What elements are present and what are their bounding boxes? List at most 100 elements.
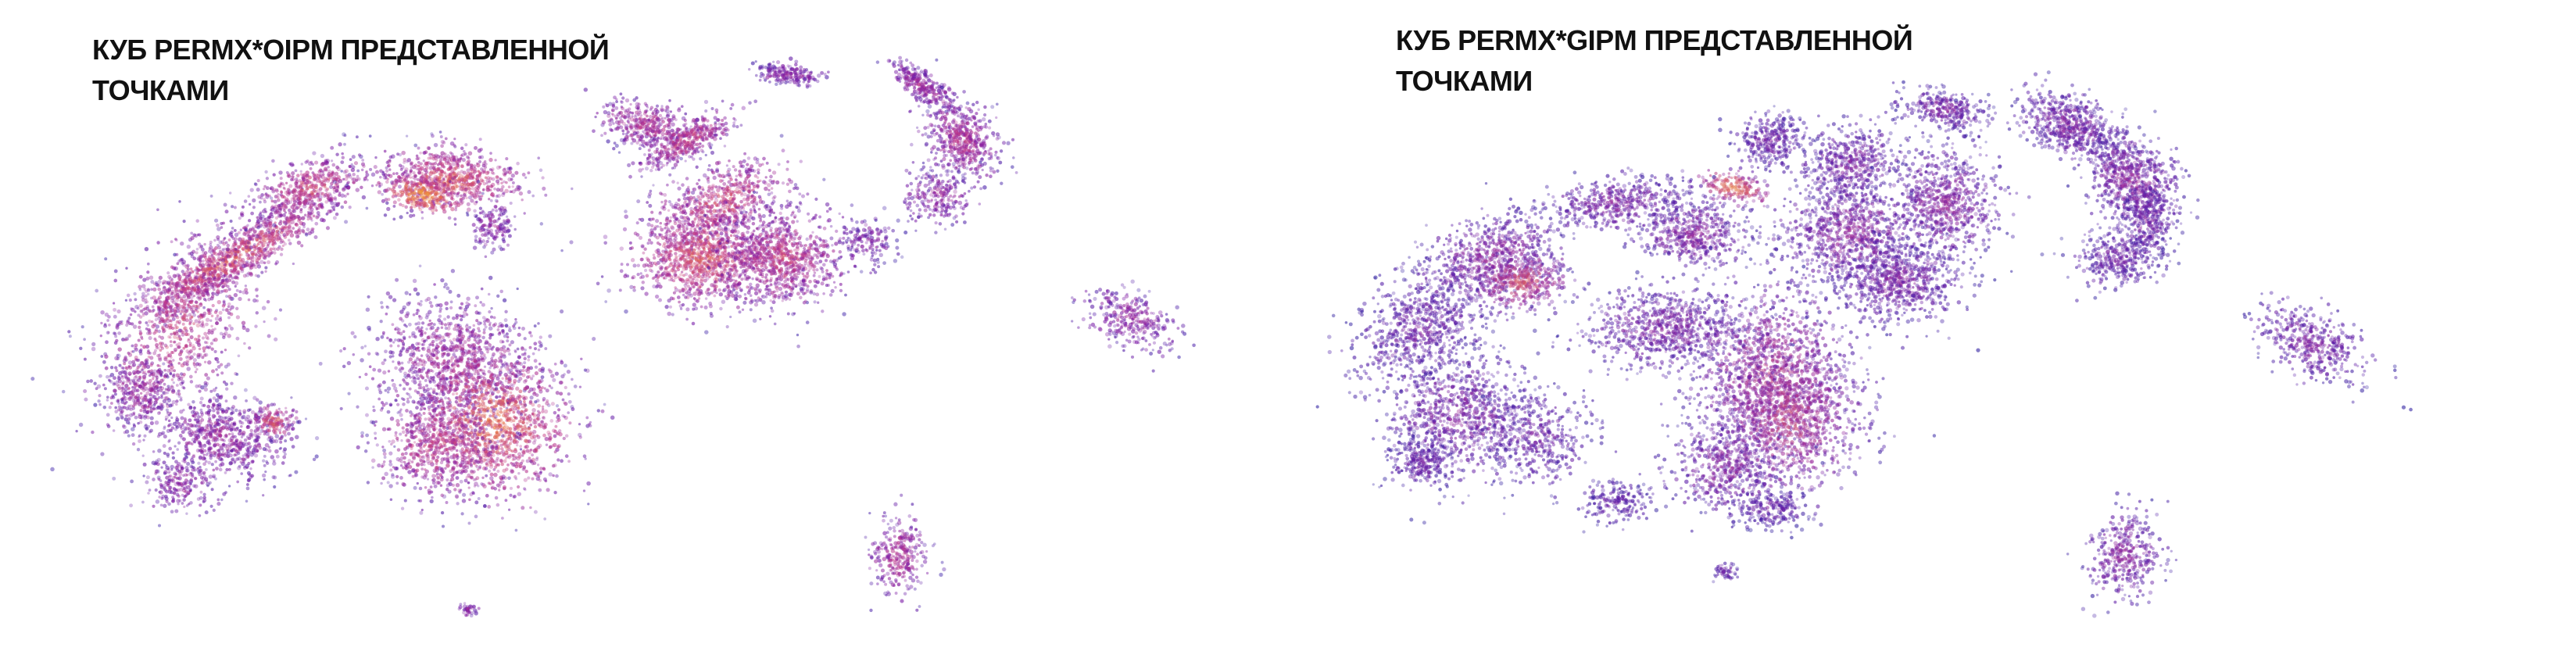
left-point-1927 [199, 315, 204, 320]
left-point-3191 [496, 165, 501, 170]
left-point-3855 [484, 255, 488, 259]
left-point-2240 [120, 376, 125, 380]
left-point-3919 [488, 217, 493, 223]
left-point-2344 [264, 170, 268, 174]
left-point-1684 [156, 377, 159, 381]
left-point-4849 [431, 333, 434, 336]
left-point-1535 [234, 281, 239, 286]
left-point-1791 [191, 344, 195, 348]
left-point-1079 [222, 267, 227, 271]
left-point-266 [260, 250, 265, 254]
left-point-2598 [283, 188, 287, 191]
left-point-3474 [385, 169, 389, 173]
left-point-3946 [474, 234, 478, 238]
left-point-46 [314, 221, 319, 226]
left-point-1275 [186, 367, 191, 371]
left-point-4932 [435, 353, 438, 357]
left-point-968 [294, 230, 299, 234]
left-point-2273 [145, 361, 149, 366]
left-point-4655 [408, 357, 413, 362]
left-point-4672 [450, 356, 455, 360]
left-point-1909 [30, 377, 35, 381]
left-point-898 [257, 253, 262, 258]
left-point-2796 [318, 198, 322, 202]
left-point-4202 [425, 374, 429, 378]
left-point-3761 [425, 185, 429, 189]
left-point-3497 [478, 195, 481, 198]
left-point-1591 [202, 259, 205, 263]
left-point-2420 [368, 134, 372, 138]
left-point-3682 [428, 201, 431, 204]
left-point-3785 [435, 192, 440, 196]
left-point-2459 [301, 222, 306, 227]
left-point-2944 [398, 184, 402, 189]
left-point-1891 [196, 233, 200, 236]
left-point-3749 [399, 180, 402, 183]
left-point-4065 [353, 334, 357, 339]
left-point-1845 [219, 316, 222, 320]
left-point-3374 [411, 175, 416, 180]
left-point-1611 [220, 350, 224, 354]
left-point-4635 [483, 322, 487, 326]
left-point-603 [156, 305, 160, 309]
left-point-1386 [213, 327, 216, 331]
left-point-3499 [416, 177, 420, 181]
left-point-1856 [159, 345, 163, 349]
left-point-3938 [502, 234, 506, 238]
left-point-544 [279, 240, 284, 245]
left-point-2988 [527, 171, 531, 175]
left-point-3913 [478, 218, 482, 222]
left-point-3757 [453, 217, 457, 221]
left-point-3479 [474, 145, 478, 150]
left-point-4609 [352, 353, 356, 356]
left-point-554 [232, 267, 236, 271]
left-point-2040 [96, 384, 102, 389]
left-point-2117 [141, 371, 145, 374]
left-point-283 [242, 231, 246, 236]
left-point-3424 [405, 134, 409, 138]
left-point-2204 [116, 382, 120, 387]
left-point-2595 [352, 173, 356, 177]
left-point-2795 [291, 177, 295, 181]
left-point-1368 [153, 337, 157, 341]
left-point-3056 [381, 192, 384, 196]
left-point-4418 [417, 377, 420, 381]
left-point-3859 [501, 238, 506, 241]
left-point-2730 [320, 162, 325, 167]
left-point-4169 [523, 337, 527, 341]
left-point-3506 [450, 206, 455, 212]
left-point-4371 [450, 269, 456, 274]
left-point-3439 [464, 143, 468, 147]
left-point-1155 [246, 241, 251, 245]
left-point-2220 [144, 424, 148, 427]
left-point-4155 [412, 313, 416, 317]
left-point-1413 [216, 360, 220, 364]
left-point-3768 [396, 192, 401, 198]
left-point-2155 [108, 406, 112, 410]
left-point-3790 [438, 195, 442, 199]
left-point-4779 [477, 327, 481, 331]
left-point-583 [237, 255, 241, 259]
left-point-2006 [131, 363, 135, 367]
left-point-1985 [235, 336, 240, 341]
left-point-3655 [375, 184, 378, 187]
left-point-1486 [175, 315, 180, 320]
left-point-2723 [334, 186, 337, 190]
left-point-2627 [343, 142, 346, 146]
left-point-1663 [142, 277, 147, 282]
left-point-525 [259, 230, 264, 234]
left-point-1605 [193, 364, 198, 369]
left-point-870 [221, 254, 225, 258]
left-point-4459 [431, 343, 435, 347]
left-point-4523 [467, 337, 471, 342]
left-point-328 [300, 216, 306, 221]
left-point-640 [145, 298, 148, 301]
left-point-3799 [429, 206, 433, 210]
left-point-2287 [141, 368, 145, 372]
left-point-1865 [213, 349, 217, 353]
left-point-3770 [407, 193, 411, 197]
left-point-3313 [488, 157, 493, 163]
left-point-1015 [310, 227, 314, 231]
left-point-720 [274, 221, 277, 224]
left-point-385 [390, 180, 394, 184]
